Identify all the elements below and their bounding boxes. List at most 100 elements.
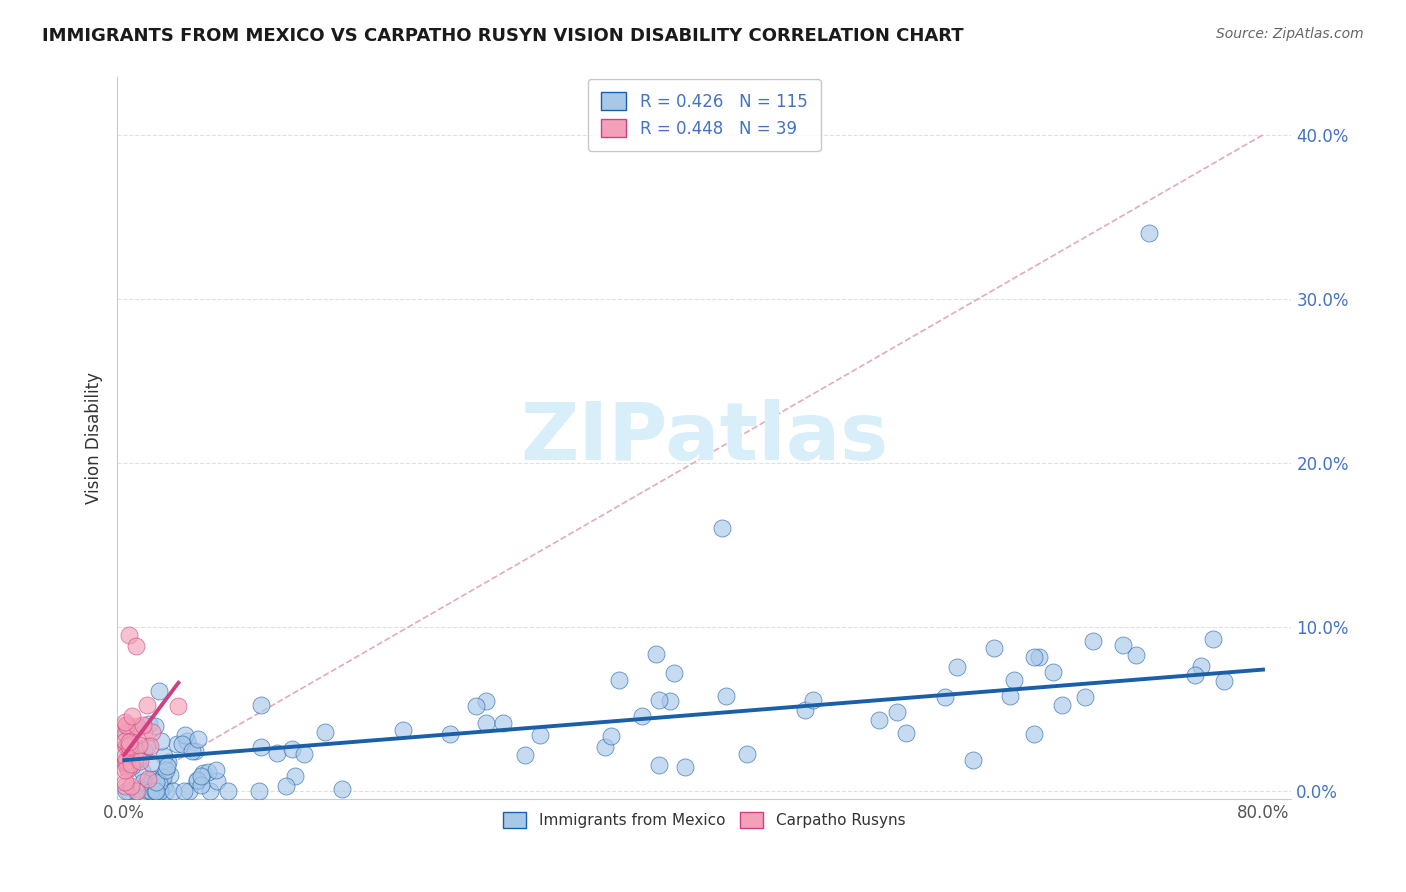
Point bbox=[143, 718, 166, 732]
Text: ZIPatlas: ZIPatlas bbox=[520, 399, 889, 477]
Point bbox=[174, 728, 197, 742]
Point bbox=[149, 783, 172, 797]
Point bbox=[190, 769, 212, 783]
Point bbox=[600, 729, 623, 743]
Point bbox=[136, 698, 159, 712]
Point bbox=[114, 739, 136, 754]
Point bbox=[1212, 674, 1234, 689]
Point bbox=[156, 759, 179, 773]
Point bbox=[124, 743, 146, 757]
Text: Source: ZipAtlas.com: Source: ZipAtlas.com bbox=[1216, 27, 1364, 41]
Point bbox=[737, 747, 759, 761]
Point bbox=[114, 727, 136, 741]
Point bbox=[1125, 648, 1147, 663]
Point bbox=[138, 716, 160, 731]
Point bbox=[609, 673, 631, 687]
Point bbox=[148, 783, 170, 797]
Point bbox=[114, 726, 136, 740]
Text: IMMIGRANTS FROM MEXICO VS CARPATHO RUSYN VISION DISABILITY CORRELATION CHART: IMMIGRANTS FROM MEXICO VS CARPATHO RUSYN… bbox=[42, 27, 963, 45]
Point bbox=[139, 783, 162, 797]
Point bbox=[658, 694, 681, 708]
Point bbox=[1189, 658, 1212, 673]
Point bbox=[157, 755, 180, 769]
Point bbox=[120, 757, 142, 772]
Point bbox=[162, 783, 184, 797]
Point bbox=[247, 783, 270, 797]
Point bbox=[205, 773, 228, 788]
Point bbox=[1050, 698, 1073, 713]
Point bbox=[186, 773, 208, 788]
Point bbox=[125, 719, 148, 733]
Point bbox=[186, 773, 208, 788]
Y-axis label: Vision Disability: Vision Disability bbox=[86, 372, 103, 504]
Point bbox=[183, 744, 205, 758]
Point bbox=[124, 783, 146, 797]
Point bbox=[141, 724, 163, 739]
Point bbox=[150, 734, 173, 748]
Point bbox=[714, 690, 737, 704]
Point bbox=[121, 709, 143, 723]
Point bbox=[170, 738, 193, 752]
Point bbox=[155, 783, 177, 797]
Point bbox=[465, 699, 488, 714]
Point bbox=[983, 641, 1005, 656]
Point bbox=[135, 783, 157, 797]
Point bbox=[138, 739, 160, 753]
Point bbox=[117, 761, 139, 775]
Point bbox=[125, 640, 148, 654]
Point bbox=[121, 759, 143, 773]
Point bbox=[946, 659, 969, 673]
Point bbox=[128, 782, 150, 797]
Point bbox=[250, 739, 273, 754]
Point bbox=[662, 666, 685, 681]
Point bbox=[250, 698, 273, 712]
Point bbox=[135, 739, 157, 753]
Point bbox=[117, 734, 139, 748]
Point bbox=[132, 717, 155, 731]
Point bbox=[114, 774, 136, 789]
Point bbox=[127, 783, 149, 797]
Point bbox=[114, 718, 136, 732]
Point bbox=[132, 743, 155, 757]
Point bbox=[132, 725, 155, 739]
Point bbox=[148, 683, 170, 698]
Point bbox=[1137, 226, 1160, 240]
Point bbox=[645, 647, 668, 661]
Point bbox=[114, 714, 136, 729]
Point bbox=[118, 723, 141, 738]
Point bbox=[314, 725, 336, 739]
Point bbox=[128, 755, 150, 769]
Point bbox=[176, 733, 198, 747]
Point bbox=[166, 737, 188, 751]
Point bbox=[896, 726, 918, 740]
Point bbox=[711, 521, 734, 535]
Point bbox=[998, 689, 1021, 703]
Point bbox=[148, 775, 170, 789]
Point bbox=[117, 783, 139, 797]
Point bbox=[114, 780, 136, 794]
Point bbox=[131, 764, 153, 779]
Point bbox=[292, 747, 315, 761]
Point bbox=[114, 739, 136, 753]
Point bbox=[274, 780, 297, 794]
Point bbox=[114, 748, 136, 763]
Point bbox=[127, 751, 149, 765]
Point bbox=[115, 718, 138, 732]
Point bbox=[114, 763, 136, 777]
Point bbox=[1112, 639, 1135, 653]
Point bbox=[114, 754, 136, 768]
Point bbox=[114, 734, 136, 748]
Point bbox=[266, 746, 288, 760]
Point bbox=[475, 694, 498, 708]
Point bbox=[1184, 668, 1206, 682]
Point bbox=[117, 628, 139, 642]
Point bbox=[127, 721, 149, 735]
Point bbox=[117, 756, 139, 770]
Point bbox=[173, 783, 195, 797]
Point bbox=[120, 727, 142, 741]
Point bbox=[139, 783, 162, 797]
Point bbox=[962, 753, 984, 767]
Point bbox=[181, 743, 204, 757]
Point bbox=[114, 783, 136, 797]
Point bbox=[868, 713, 890, 727]
